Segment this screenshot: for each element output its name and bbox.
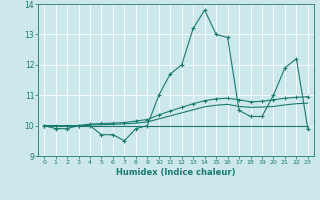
X-axis label: Humidex (Indice chaleur): Humidex (Indice chaleur) <box>116 168 236 177</box>
